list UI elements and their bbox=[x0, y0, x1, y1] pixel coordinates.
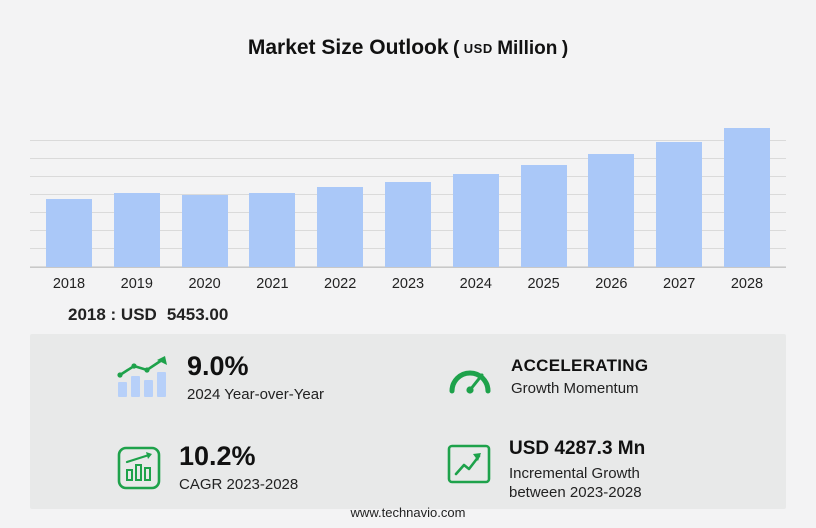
momentum-label: Growth Momentum bbox=[511, 380, 639, 398]
stats-panel: 9.0% 2024 Year-over-Year ACCELERATING Gr… bbox=[30, 334, 786, 509]
speedometer-icon bbox=[445, 358, 495, 405]
stat-momentum: ACCELERATING Growth Momentum bbox=[445, 356, 648, 405]
bar-2018 bbox=[46, 199, 92, 267]
x-tick-label-2026: 2026 bbox=[595, 276, 628, 292]
title-main: Market Size Outlook bbox=[247, 36, 449, 59]
growth-bars-icon bbox=[115, 354, 171, 405]
stat-incremental: USD 4287.3 Mn Incremental Growth between… bbox=[445, 438, 694, 502]
x-tick-label-2028: 2028 bbox=[730, 276, 764, 292]
stat-cagr: 10.2% CAGR 2023-2028 bbox=[115, 441, 299, 497]
page-title: Market Size Outlook ( USD Million ) bbox=[0, 36, 816, 60]
x-tick-label-2018: 2018 bbox=[52, 276, 86, 292]
bar-2019 bbox=[113, 192, 160, 267]
x-axis-labels: 2018 2019 2020 2021 2022 2023 2024 2025 2026 2027… bbox=[30, 276, 786, 292]
incremental-label: Incremental Growth between 2023-2028 bbox=[509, 464, 642, 501]
bar-2023 bbox=[384, 181, 431, 267]
x-tick-label-2021: 2021 bbox=[256, 276, 289, 292]
title-paren-open: ( bbox=[453, 38, 460, 59]
x-tick-label-2027: 2027 bbox=[663, 276, 696, 292]
title-paren-close: ) bbox=[561, 38, 569, 59]
yoy-value: 9.0% bbox=[187, 351, 249, 381]
bar-2021 bbox=[249, 193, 296, 267]
momentum-value: ACCELERATING bbox=[511, 356, 649, 375]
incremental-growth-icon bbox=[445, 440, 493, 493]
bar-plot bbox=[30, 124, 786, 268]
bar-2020 bbox=[181, 195, 228, 267]
cagr-label: CAGR 2023-2028 bbox=[179, 475, 299, 493]
bar-2024 bbox=[452, 174, 499, 267]
x-tick-label-2023: 2023 bbox=[391, 276, 425, 292]
cagr-value: 10.2% bbox=[179, 441, 256, 471]
x-tick-label-2020: 2020 bbox=[188, 276, 221, 292]
footer-url: www.technavio.com bbox=[350, 505, 466, 520]
bar-2028 bbox=[723, 128, 770, 267]
title-unit-magnitude: Million bbox=[497, 38, 558, 59]
bar-2027 bbox=[656, 141, 703, 267]
yoy-label: 2024 Year-over-Year bbox=[187, 385, 325, 403]
bar-2026 bbox=[588, 154, 635, 267]
stat-yoy: 9.0% 2024 Year-over-Year bbox=[115, 351, 325, 405]
x-tick-label-2019: 2019 bbox=[120, 276, 153, 292]
x-tick-label-2022: 2022 bbox=[324, 276, 357, 292]
incremental-value: USD 4287.3 Mn bbox=[509, 438, 646, 459]
x-tick-label-2024: 2024 bbox=[459, 276, 492, 292]
bar-chart: 2018 2019 2020 2021 2022 2023 2024 2025 2026 2027… bbox=[30, 124, 786, 292]
base-year-note: 2018 : USD 5453.00 bbox=[68, 305, 228, 325]
title-unit-currency: USD bbox=[463, 41, 493, 56]
x-tick-label-2025: 2025 bbox=[527, 276, 560, 292]
cagr-chart-icon bbox=[115, 444, 163, 497]
bar-2022 bbox=[317, 187, 364, 267]
base-year-value: 5453.00 bbox=[166, 305, 229, 324]
base-year-label: 2018 : USD bbox=[68, 305, 157, 324]
bar-2025 bbox=[520, 165, 567, 267]
